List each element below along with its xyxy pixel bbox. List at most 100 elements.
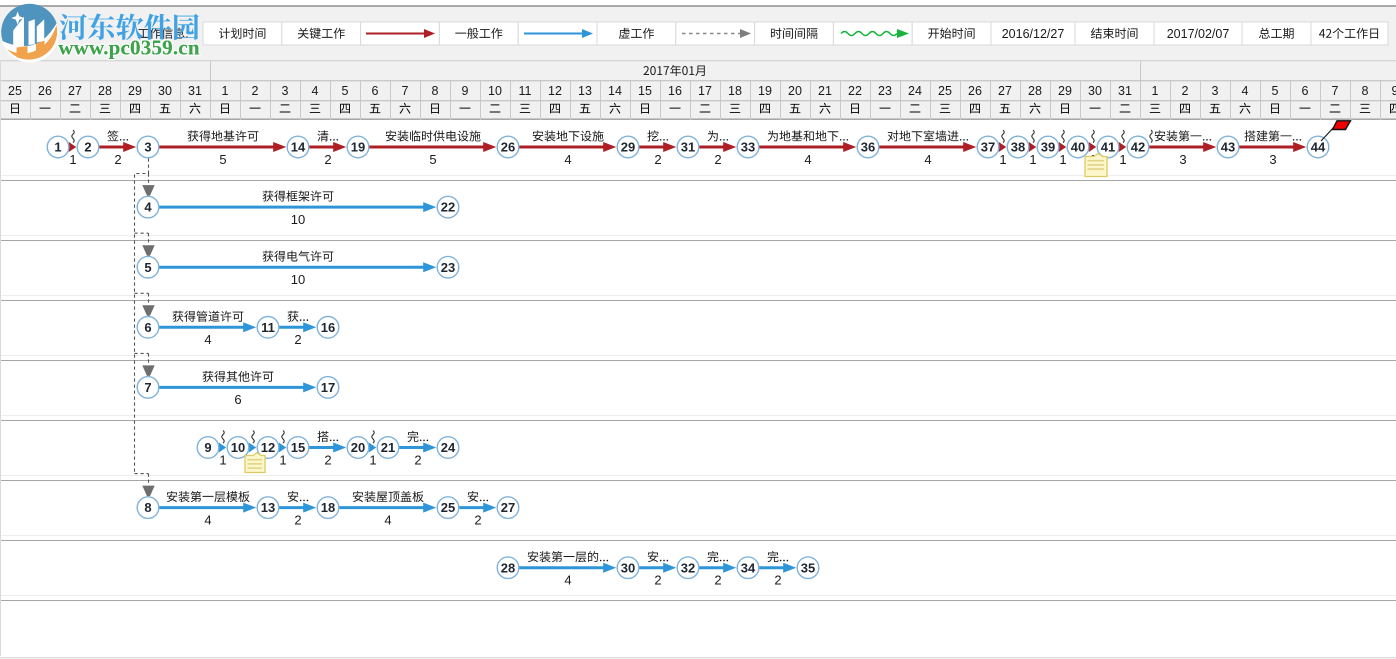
svg-text:8: 8 xyxy=(144,500,151,515)
svg-text:43: 43 xyxy=(1221,140,1235,155)
svg-text:10: 10 xyxy=(291,272,305,287)
svg-text:12: 12 xyxy=(548,84,562,98)
svg-text:2: 2 xyxy=(84,140,91,155)
svg-text:5: 5 xyxy=(219,152,226,167)
svg-text:7: 7 xyxy=(1332,84,1339,98)
svg-text:6: 6 xyxy=(144,320,151,335)
svg-text:40: 40 xyxy=(1071,140,1085,155)
svg-text:37: 37 xyxy=(981,140,995,155)
svg-text:10: 10 xyxy=(488,84,502,98)
svg-text:19: 19 xyxy=(351,140,365,155)
svg-text:3: 3 xyxy=(1179,152,1186,167)
svg-text:36: 36 xyxy=(861,140,875,155)
svg-text:3: 3 xyxy=(282,84,289,98)
svg-text:3: 3 xyxy=(1212,84,1219,98)
svg-text:28: 28 xyxy=(501,560,515,575)
svg-text:27: 27 xyxy=(998,84,1012,98)
svg-text:6: 6 xyxy=(234,392,241,407)
svg-text:22: 22 xyxy=(848,84,862,98)
svg-text:8: 8 xyxy=(432,84,439,98)
svg-text:www.pc0359.cn: www.pc0359.cn xyxy=(58,36,200,60)
svg-text:23: 23 xyxy=(878,84,892,98)
svg-text:1: 1 xyxy=(279,452,286,467)
svg-text:33: 33 xyxy=(741,140,755,155)
svg-text:5: 5 xyxy=(342,84,349,98)
svg-text:31: 31 xyxy=(1118,84,1132,98)
svg-text:2: 2 xyxy=(324,452,331,467)
svg-text:35: 35 xyxy=(801,560,815,575)
svg-text:41: 41 xyxy=(1101,140,1115,155)
svg-text:29: 29 xyxy=(1058,84,1072,98)
svg-text:39: 39 xyxy=(1041,140,1055,155)
svg-text:4: 4 xyxy=(564,152,571,167)
svg-text:1: 1 xyxy=(222,84,229,98)
svg-text:13: 13 xyxy=(578,84,592,98)
svg-text:2: 2 xyxy=(654,152,661,167)
svg-text:2: 2 xyxy=(114,152,121,167)
svg-text:18: 18 xyxy=(321,500,335,515)
svg-text:21: 21 xyxy=(381,440,395,455)
svg-text:2016/12/27: 2016/12/27 xyxy=(1002,27,1065,41)
svg-text:2: 2 xyxy=(324,152,331,167)
svg-text:30: 30 xyxy=(1088,84,1102,98)
svg-text:2: 2 xyxy=(294,512,301,527)
svg-text:2: 2 xyxy=(654,573,661,588)
svg-text:31: 31 xyxy=(681,140,695,155)
svg-text:2: 2 xyxy=(294,332,301,347)
svg-text:17: 17 xyxy=(698,84,712,98)
svg-text:4: 4 xyxy=(924,152,931,167)
svg-text:1: 1 xyxy=(1152,84,1159,98)
svg-text:30: 30 xyxy=(621,560,635,575)
svg-text:5: 5 xyxy=(1272,84,1279,98)
svg-text:4: 4 xyxy=(1242,84,1249,98)
svg-text:29: 29 xyxy=(621,140,635,155)
svg-text:9: 9 xyxy=(1392,84,1396,98)
svg-text:11: 11 xyxy=(261,320,275,335)
svg-text:24: 24 xyxy=(908,84,922,98)
svg-text:1: 1 xyxy=(1119,152,1126,167)
svg-text:26: 26 xyxy=(968,84,982,98)
svg-text:11: 11 xyxy=(519,84,532,98)
svg-text:38: 38 xyxy=(1011,140,1025,155)
svg-text:3: 3 xyxy=(144,140,151,155)
svg-text:26: 26 xyxy=(501,140,515,155)
svg-text:4: 4 xyxy=(204,512,211,527)
svg-text:4: 4 xyxy=(312,84,319,98)
svg-text:25: 25 xyxy=(8,84,22,98)
svg-text:1: 1 xyxy=(999,152,1006,167)
svg-text:1: 1 xyxy=(1059,152,1066,167)
svg-text:29: 29 xyxy=(128,84,142,98)
svg-text:31: 31 xyxy=(188,84,202,98)
svg-text:14: 14 xyxy=(608,84,622,98)
svg-text:1: 1 xyxy=(219,452,226,467)
svg-text:23: 23 xyxy=(441,260,455,275)
svg-text:17: 17 xyxy=(321,380,335,395)
svg-text:34: 34 xyxy=(741,560,756,575)
svg-text:12: 12 xyxy=(261,440,275,455)
svg-text:6: 6 xyxy=(1302,84,1309,98)
svg-text:27: 27 xyxy=(68,84,82,98)
svg-text:5: 5 xyxy=(144,260,151,275)
svg-text:21: 21 xyxy=(818,84,832,98)
svg-text:2017/02/07: 2017/02/07 xyxy=(1167,27,1230,41)
svg-text:7: 7 xyxy=(144,380,151,395)
svg-text:3: 3 xyxy=(1269,152,1276,167)
svg-text:2: 2 xyxy=(714,152,721,167)
svg-text:22: 22 xyxy=(441,200,455,215)
svg-text:7: 7 xyxy=(402,84,409,98)
svg-text:15: 15 xyxy=(291,440,305,455)
svg-text:4: 4 xyxy=(204,332,211,347)
svg-text:42: 42 xyxy=(1131,140,1145,155)
svg-text:6: 6 xyxy=(372,84,379,98)
svg-text:20: 20 xyxy=(351,440,365,455)
svg-text:2: 2 xyxy=(414,452,421,467)
svg-text:16: 16 xyxy=(668,84,682,98)
svg-text:4: 4 xyxy=(804,152,811,167)
svg-text:24: 24 xyxy=(441,440,456,455)
svg-text:16: 16 xyxy=(321,320,335,335)
svg-text:1: 1 xyxy=(54,140,61,155)
svg-text:1: 1 xyxy=(69,152,76,167)
svg-text:4: 4 xyxy=(384,512,391,527)
svg-text:15: 15 xyxy=(638,84,652,98)
svg-text:19: 19 xyxy=(758,84,772,98)
